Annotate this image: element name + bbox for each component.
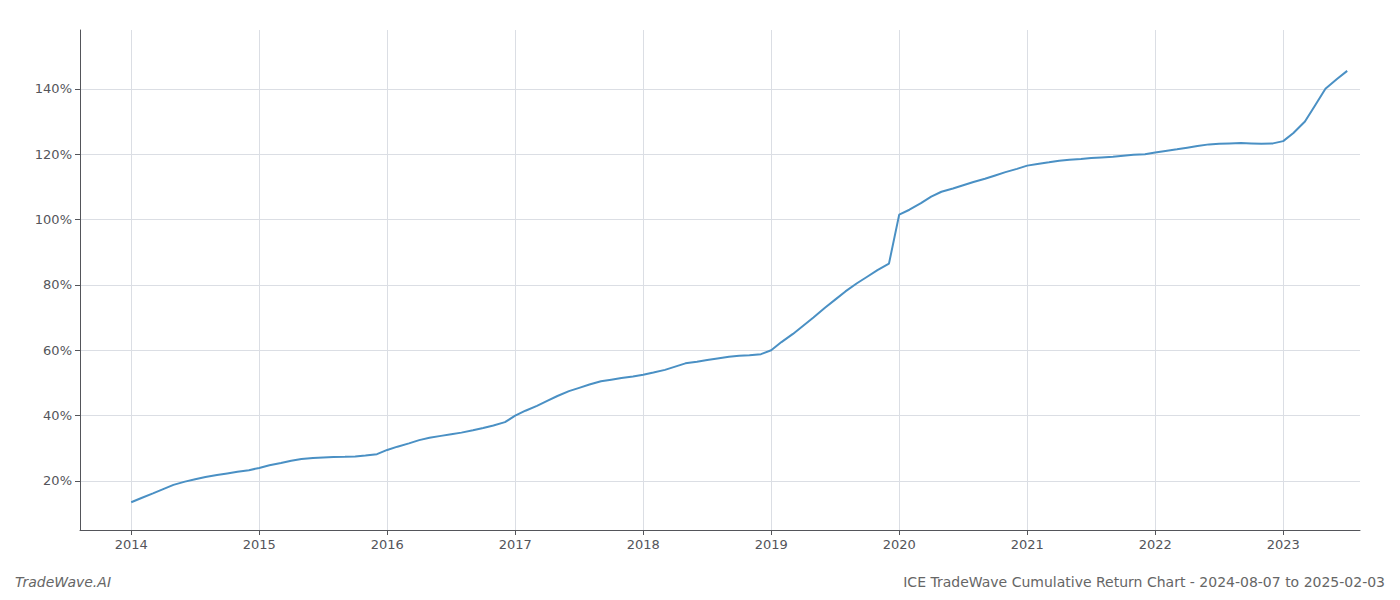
svg-text:120%: 120% [35, 147, 72, 162]
svg-text:140%: 140% [35, 81, 72, 96]
svg-text:2016: 2016 [371, 537, 404, 552]
svg-text:100%: 100% [35, 212, 72, 227]
svg-text:2014: 2014 [115, 537, 148, 552]
svg-text:2019: 2019 [755, 537, 788, 552]
svg-text:60%: 60% [43, 343, 72, 358]
svg-text:2018: 2018 [627, 537, 660, 552]
svg-text:40%: 40% [43, 408, 72, 423]
svg-text:2021: 2021 [1011, 537, 1044, 552]
svg-text:2017: 2017 [499, 537, 532, 552]
svg-text:2015: 2015 [243, 537, 276, 552]
svg-text:20%: 20% [43, 473, 72, 488]
svg-text:2022: 2022 [1139, 537, 1172, 552]
svg-text:ICE TradeWave Cumulative Retur: ICE TradeWave Cumulative Return Chart - … [903, 574, 1385, 590]
svg-text:2020: 2020 [883, 537, 916, 552]
svg-text:TradeWave.AI: TradeWave.AI [15, 574, 111, 590]
svg-text:2023: 2023 [1267, 537, 1300, 552]
svg-text:80%: 80% [43, 277, 72, 292]
